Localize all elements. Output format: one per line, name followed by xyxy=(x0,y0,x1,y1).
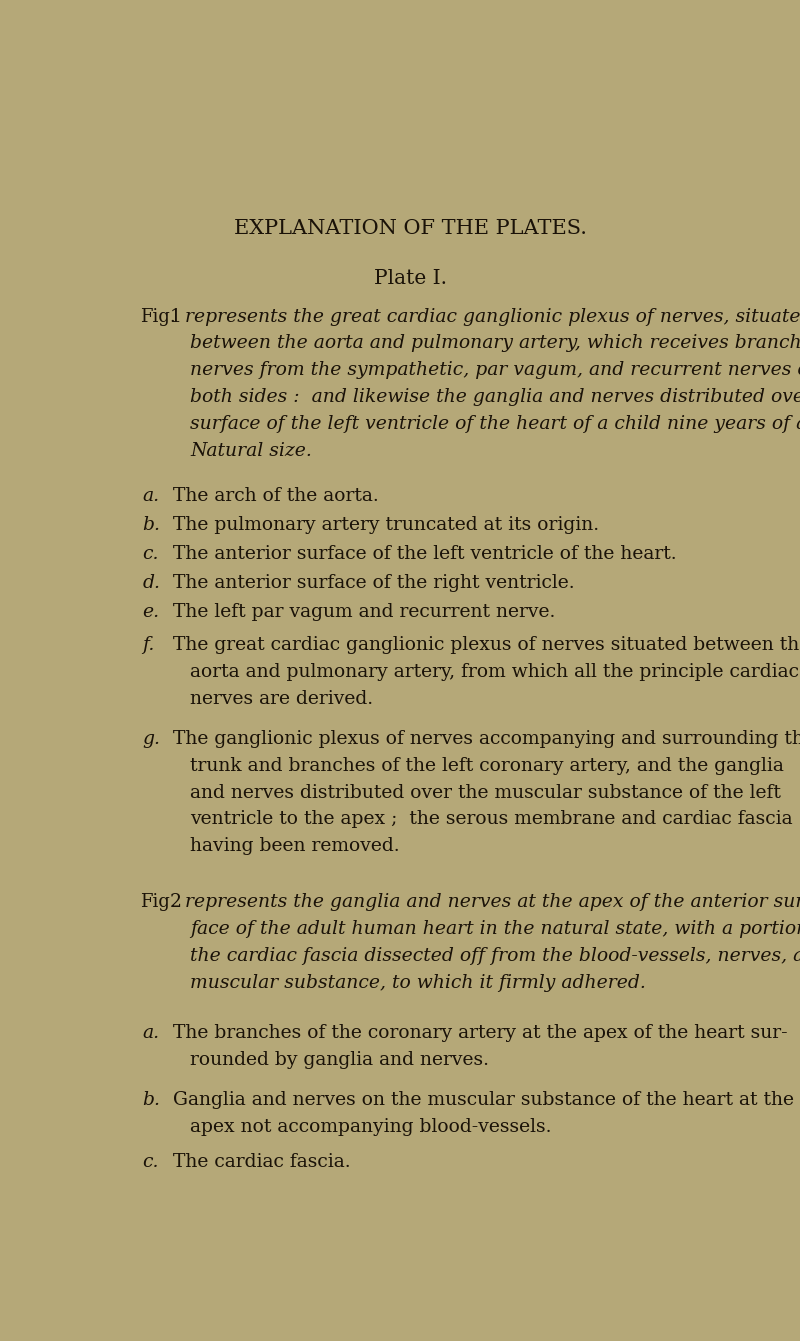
Text: nerves from the sympathetic, par vagum, and recurrent nerves of: nerves from the sympathetic, par vagum, … xyxy=(190,361,800,380)
Text: f.: f. xyxy=(142,636,154,654)
Text: represents the great cardiac ganglionic plexus of nerves, situated: represents the great cardiac ganglionic … xyxy=(178,307,800,326)
Text: nerves are derived.: nerves are derived. xyxy=(190,689,373,708)
Text: apex not accompanying blood-vessels.: apex not accompanying blood-vessels. xyxy=(190,1118,551,1136)
Text: d.: d. xyxy=(142,574,160,591)
Text: both sides :  and likewise the ganglia and nerves distributed over the: both sides : and likewise the ganglia an… xyxy=(190,388,800,406)
Text: Ganglia and nerves on the muscular substance of the heart at the: Ganglia and nerves on the muscular subst… xyxy=(173,1092,794,1109)
Text: between the aorta and pulmonary artery, which receives branches of: between the aorta and pulmonary artery, … xyxy=(190,334,800,353)
Text: Natural size.: Natural size. xyxy=(190,441,312,460)
Text: c.: c. xyxy=(142,1153,158,1171)
Text: b.: b. xyxy=(142,1092,160,1109)
Text: rounded by ganglia and nerves.: rounded by ganglia and nerves. xyxy=(190,1051,489,1069)
Text: e.: e. xyxy=(142,603,159,621)
Text: aorta and pulmonary artery, from which all the principle cardiac: aorta and pulmonary artery, from which a… xyxy=(190,662,799,681)
Text: 2: 2 xyxy=(170,893,182,911)
Text: b.: b. xyxy=(142,516,160,534)
Text: Fig.: Fig. xyxy=(140,307,176,326)
Text: and nerves distributed over the muscular substance of the left: and nerves distributed over the muscular… xyxy=(190,783,781,802)
Text: g.: g. xyxy=(142,730,160,748)
Text: ventricle to the apex ;  the serous membrane and cardiac fascia: ventricle to the apex ; the serous membr… xyxy=(190,810,793,829)
Text: The great cardiac ganglionic plexus of nerves situated between the: The great cardiac ganglionic plexus of n… xyxy=(173,636,800,654)
Text: surface of the left ventricle of the heart of a child nine years of age.: surface of the left ventricle of the hea… xyxy=(190,414,800,433)
Text: face of the adult human heart in the natural state, with a portion of: face of the adult human heart in the nat… xyxy=(190,920,800,937)
Text: a.: a. xyxy=(142,487,159,506)
Text: The pulmonary artery truncated at its origin.: The pulmonary artery truncated at its or… xyxy=(173,516,599,534)
Text: The branches of the coronary artery at the apex of the heart sur-: The branches of the coronary artery at t… xyxy=(173,1025,788,1042)
Text: trunk and branches of the left coronary artery, and the ganglia: trunk and branches of the left coronary … xyxy=(190,756,784,775)
Text: 1: 1 xyxy=(170,307,182,326)
Text: Plate I.: Plate I. xyxy=(374,270,446,288)
Text: The anterior surface of the left ventricle of the heart.: The anterior surface of the left ventric… xyxy=(173,544,677,563)
Text: Fig.: Fig. xyxy=(140,893,176,911)
Text: the cardiac fascia dissected off from the blood-vessels, nerves, and: the cardiac fascia dissected off from th… xyxy=(190,947,800,964)
Text: The ganglionic plexus of nerves accompanying and surrounding the: The ganglionic plexus of nerves accompan… xyxy=(173,730,800,748)
Text: The left par vagum and recurrent nerve.: The left par vagum and recurrent nerve. xyxy=(173,603,555,621)
Text: c.: c. xyxy=(142,544,158,563)
Text: muscular substance, to which it firmly adhered.: muscular substance, to which it firmly a… xyxy=(190,974,646,991)
Text: a.: a. xyxy=(142,1025,159,1042)
Text: represents the ganglia and nerves at the apex of the anterior sur-: represents the ganglia and nerves at the… xyxy=(178,893,800,911)
Text: EXPLANATION OF THE PLATES.: EXPLANATION OF THE PLATES. xyxy=(234,219,586,237)
Text: The anterior surface of the right ventricle.: The anterior surface of the right ventri… xyxy=(173,574,574,591)
Text: having been removed.: having been removed. xyxy=(190,837,399,856)
Text: The arch of the aorta.: The arch of the aorta. xyxy=(173,487,379,506)
Text: The cardiac fascia.: The cardiac fascia. xyxy=(173,1153,350,1171)
